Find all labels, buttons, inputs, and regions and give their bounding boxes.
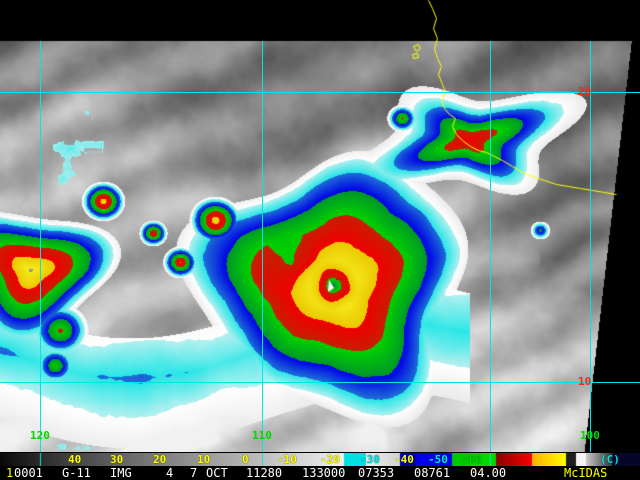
status-leading-digit: 1 (6, 466, 14, 480)
status-month: OCT (206, 466, 228, 480)
satellite-image-canvas[interactable] (0, 0, 640, 452)
colorbar-tick-minus20: -20 (320, 453, 340, 466)
latitude-label-10: 10 (578, 375, 592, 388)
colorbar-tick-minus60: -60 (462, 453, 482, 466)
temperature-colorbar[interactable]: 40 30 20 10 0 -10 -20 -30 -40 -50 -60 (C) (0, 453, 640, 466)
longitude-label-100: 100 (580, 429, 600, 442)
status-element-coordinate: 08761 (414, 466, 451, 480)
colorbar-tick-10: 10 (197, 453, 211, 466)
status-satellite: G-11 (62, 466, 91, 480)
status-line-coordinate: 07353 (358, 466, 395, 480)
latitude-gridline-10 (0, 382, 640, 383)
longitude-label-120: 120 (30, 429, 50, 442)
longitude-gridline-100 (590, 41, 591, 452)
colorbar-tick-30: 30 (110, 453, 124, 466)
colorbar-unit-label: (C) (600, 453, 620, 466)
colorbar-gradient (0, 453, 640, 466)
colorbar-tick-20: 20 (153, 453, 167, 466)
status-software-brand: McIDAS (564, 466, 608, 480)
longitude-label-110: 110 (252, 429, 272, 442)
status-text-line: 1 0001 G-11 IMG 4 7 OCT 11280 133000 07353 08761 04… (0, 466, 640, 480)
latitude-gridline-20 (0, 92, 640, 93)
colorbar-tick-minus40: -40 (394, 453, 414, 466)
colorbar-tick-minus50: -50 (428, 453, 448, 466)
longitude-gridline-110 (262, 41, 263, 452)
bottom-info-panel: 40 30 20 10 0 -10 -20 -30 -40 -50 -60 (C) 1 0001 G-11… (0, 452, 640, 480)
status-frame-number: 0001 (14, 466, 43, 480)
status-resolution: 04.00 (470, 466, 507, 480)
status-julian-date: 11280 (246, 466, 283, 480)
satellite-image-panel[interactable]: 120 110 100 20 10 (0, 0, 640, 452)
colorbar-tick-minus30: -30 (360, 453, 380, 466)
status-sensor: IMG (110, 466, 132, 480)
colorbar-tick-minus10: -10 (277, 453, 297, 466)
status-day-of-month: 7 (190, 466, 198, 480)
status-band: 4 (166, 466, 174, 480)
status-time-utc: 133000 (302, 466, 346, 480)
longitude-gridline-extra-490 (490, 41, 491, 452)
colorbar-tick-40: 40 (68, 453, 82, 466)
colorbar-tick-0: 0 (242, 453, 249, 466)
latitude-label-20: 20 (578, 85, 592, 98)
longitude-gridline-120 (40, 41, 41, 452)
